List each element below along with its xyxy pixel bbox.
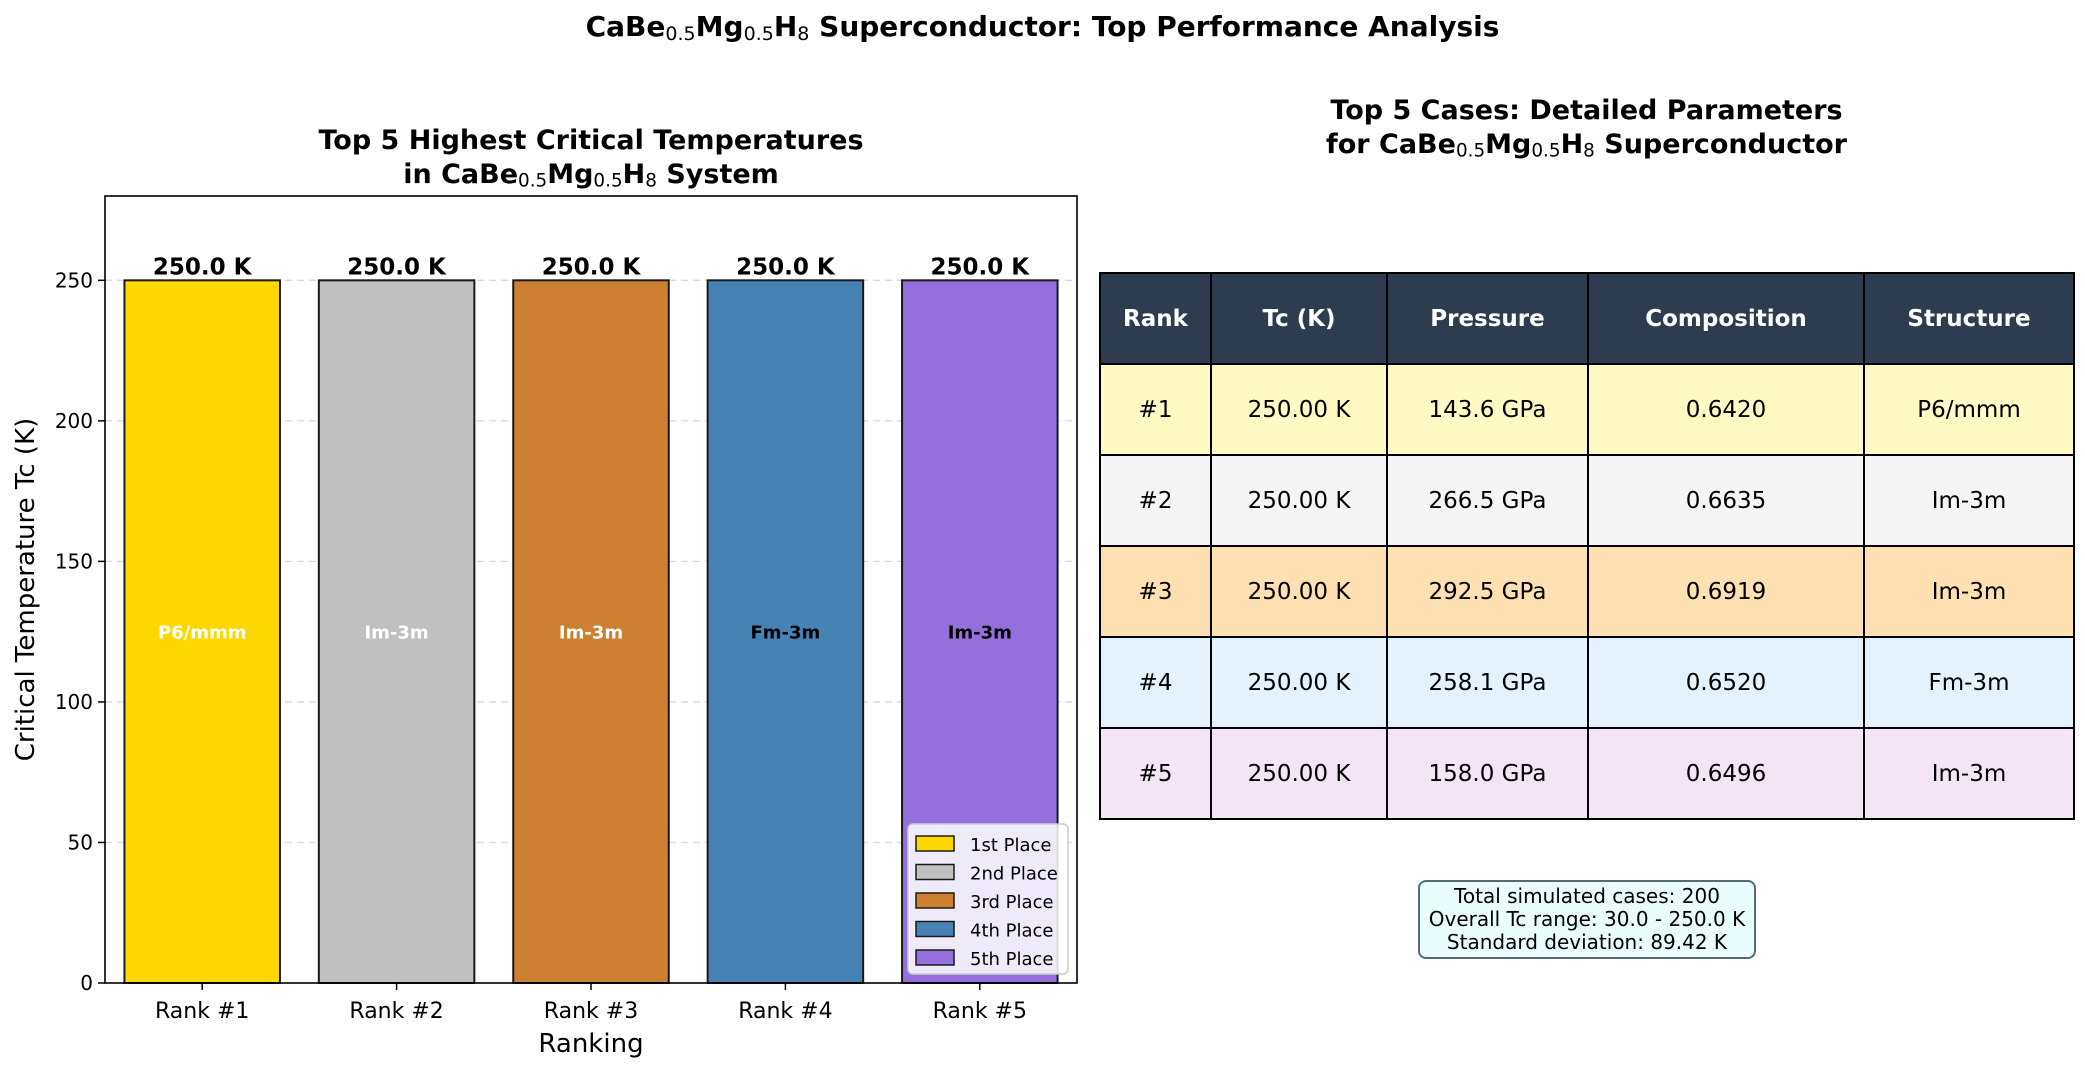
cell-rank: #4 <box>1099 636 1212 729</box>
bar-value-label: 250.0 K <box>931 254 1031 280</box>
table-row: #4 250.00 K 258.1 GPa 0.6520 Fm-3m <box>1099 636 2075 729</box>
cell-rank: #1 <box>1099 363 1212 456</box>
legend-label: 1st Place <box>970 835 1051 856</box>
x-tick-label: Rank #5 <box>933 999 1027 1024</box>
legend-swatch <box>915 863 955 881</box>
cell-composition: 0.6635 <box>1587 454 1865 547</box>
table-row: #1 250.00 K 143.6 GPa 0.6420 P6/mmm <box>1099 363 2075 456</box>
bar-structure-label: Im-3m <box>559 623 623 644</box>
cell-pressure: 266.5 GPa <box>1386 454 1589 547</box>
header-structure: Structure <box>1863 272 2075 365</box>
y-tick-label: 100 <box>55 690 93 714</box>
stat-total-cases: Total simulated cases: 200 <box>1454 884 1720 908</box>
cell-structure: Im-3m <box>1863 454 2075 547</box>
x-tick-label: Rank #4 <box>738 999 832 1024</box>
cell-structure: Fm-3m <box>1863 636 2075 729</box>
legend-swatch <box>915 949 955 966</box>
x-axis-label: Ranking <box>538 1029 643 1059</box>
y-tick-label: 150 <box>55 549 93 573</box>
cell-composition: 0.6520 <box>1587 636 1865 729</box>
y-axis-label: Critical Temperature Tc (K) <box>11 418 41 762</box>
table-row: #3 250.00 K 292.5 GPa 0.6919 Im-3m <box>1099 545 2075 638</box>
cell-tc: 250.00 K <box>1210 454 1388 547</box>
header-tc: Tc (K) <box>1210 272 1388 365</box>
bar-chart: 250.0 K P6/mmm Rank #1 250.0 K Im-3m Rank #2 2… <box>11 195 1078 1059</box>
bar-structure-label: Im-3m <box>948 623 1012 644</box>
chart-title: Top 5 Highest Critical Temperatures in C… <box>318 125 864 192</box>
bar-value-label: 250.0 K <box>347 254 447 280</box>
cell-composition: 0.6420 <box>1587 363 1865 456</box>
legend-label: 5th Place <box>970 949 1054 970</box>
table-row: #2 250.00 K 266.5 GPa 0.6635 Im-3m <box>1099 454 2075 547</box>
legend-label: 4th Place <box>970 921 1054 942</box>
summary-stats-box: Total simulated cases: 200 Overall Tc ra… <box>1418 880 1756 959</box>
bar-structure-label: Fm-3m <box>750 623 820 644</box>
parameters-table: Rank Tc (K) Pressure Composition Structu… <box>1099 272 2075 820</box>
legend-label: 2nd Place <box>970 864 1058 885</box>
cell-tc: 250.00 K <box>1210 727 1388 820</box>
y-tick-label: 200 <box>55 409 93 433</box>
cell-structure: Im-3m <box>1863 545 2075 638</box>
cell-composition: 0.6919 <box>1587 545 1865 638</box>
bar <box>317 279 476 985</box>
cell-composition: 0.6496 <box>1587 727 1865 820</box>
cell-pressure: 158.0 GPa <box>1386 727 1589 820</box>
bar-value-label: 250.0 K <box>153 254 253 280</box>
y-tick-label: 50 <box>68 830 93 854</box>
y-tick-label: 250 <box>55 268 93 292</box>
legend-swatch <box>915 892 955 909</box>
cell-tc: 250.00 K <box>1210 636 1388 729</box>
table-title: Top 5 Cases: Detailed Parameters for CaB… <box>1326 95 1847 162</box>
bar-structure-label: P6/mmm <box>158 623 247 644</box>
bar <box>123 279 281 985</box>
cell-pressure: 292.5 GPa <box>1386 545 1589 638</box>
figure-title: CaBe0.5Mg0.5H8 Superconductor: Top Perfo… <box>585 10 1500 45</box>
bar <box>706 279 865 985</box>
bar-value-label: 250.0 K <box>542 254 642 280</box>
x-tick-label: Rank #3 <box>544 999 638 1024</box>
x-tick-label: Rank #1 <box>155 999 249 1024</box>
cell-pressure: 258.1 GPa <box>1386 636 1589 729</box>
legend-swatch <box>915 920 955 938</box>
bar <box>512 279 670 985</box>
bar-value-label: 250.0 K <box>736 254 836 280</box>
cell-rank: #2 <box>1099 454 1212 547</box>
bar-structure-label: Im-3m <box>364 623 428 644</box>
cell-tc: 250.00 K <box>1210 363 1388 456</box>
table-header-row: Rank Tc (K) Pressure Composition Structu… <box>1099 272 2075 365</box>
stat-tc-range: Overall Tc range: 30.0 - 250.0 K <box>1428 907 1746 931</box>
cell-pressure: 143.6 GPa <box>1386 363 1589 456</box>
header-rank: Rank <box>1099 272 1212 365</box>
cell-structure: Im-3m <box>1863 727 2075 820</box>
header-composition: Composition <box>1587 272 1865 365</box>
cell-rank: #3 <box>1099 545 1212 638</box>
legend-label: 3rd Place <box>970 892 1054 913</box>
plot-frame <box>104 195 1078 984</box>
legend-swatch <box>915 835 955 852</box>
stat-std-dev: Standard deviation: 89.42 K <box>1446 930 1728 954</box>
y-tick-label: 0 <box>80 971 93 995</box>
cell-structure: P6/mmm <box>1863 363 2075 456</box>
x-tick-label: Rank #2 <box>349 999 443 1024</box>
header-pressure: Pressure <box>1386 272 1589 365</box>
table-row: #5 250.00 K 158.0 GPa 0.6496 Im-3m <box>1099 727 2075 820</box>
cell-rank: #5 <box>1099 727 1212 820</box>
cell-tc: 250.00 K <box>1210 545 1388 638</box>
